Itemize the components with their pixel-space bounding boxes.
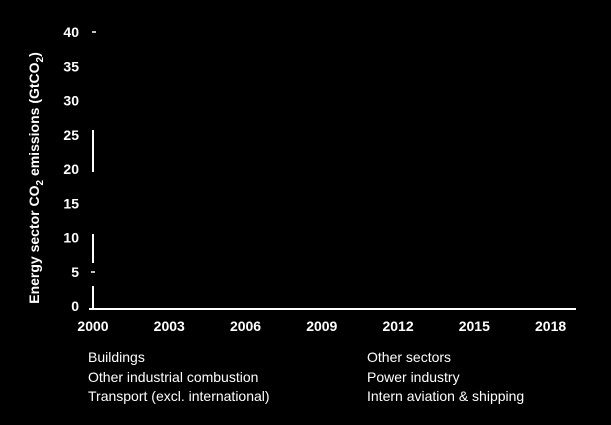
x-tick-label: 2006 [230,318,261,334]
legend-entry-other-sectors: Other sectors [367,349,452,365]
x-tick-label: 2015 [459,318,490,334]
legend-entry-transport: Transport (excl. international) [88,388,270,404]
legend-right-column: Other sectors Power industry Intern avia… [367,348,524,407]
legend-entry-buildings: Buildings [88,349,145,365]
x-tick-label: 2018 [535,318,566,334]
y-tick-label: 15 [63,195,79,211]
y-tick-label: 30 [63,93,79,109]
x-tick-label: 2009 [306,318,337,334]
legend-entry-other-industrial-combustion: Other industrial combustion [88,368,259,385]
x-tick-label: 2000 [77,318,108,334]
x-tick-labels: 2000 2003 2006 2009 2012 2015 2018 [77,318,566,334]
y-axis-label: Energy sector CO2 emissions (GtCO2) [26,52,46,304]
x-tick-label: 2003 [154,318,185,334]
axes [89,31,576,310]
legend-left-column: Buildings Other industrial combustion Tr… [88,348,270,407]
legend-entry-power-industry: Power industry [367,368,460,385]
y-tick-label: 5 [71,264,79,280]
x-tick-label: 2012 [382,318,413,334]
y-tick-labels: 0 5 10 15 20 25 30 35 40 [63,24,79,314]
y-tick-label: 40 [63,24,79,40]
y-tick-label: 20 [63,161,79,177]
y-tick-label: 0 [71,298,79,314]
legend-entry-intern-aviation-shipping: Intern aviation & shipping [367,388,525,404]
y-tick-label: 25 [63,127,79,143]
y-tick-label: 10 [63,230,79,246]
y-tick-label: 35 [63,58,79,74]
